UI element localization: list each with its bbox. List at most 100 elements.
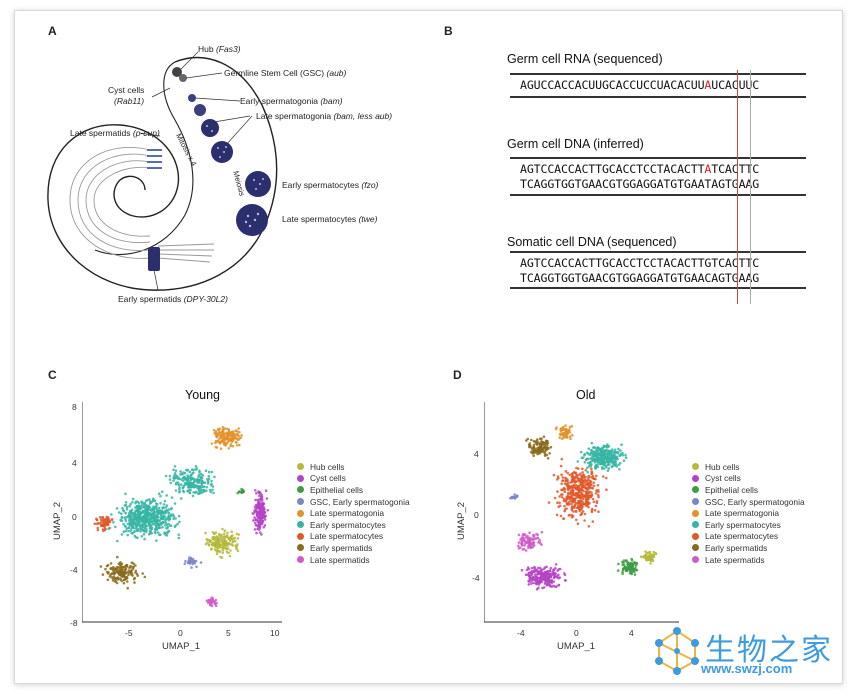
umap-point: [540, 437, 543, 441]
umap-point: [563, 490, 567, 494]
umap-point: [125, 563, 128, 567]
umap-point: [109, 562, 113, 565]
umap-point: [258, 525, 261, 529]
umap-point: [617, 447, 620, 451]
legend-swatch: [692, 498, 699, 506]
legend-label: Late spermatocytes: [705, 531, 779, 542]
umap-point: [235, 546, 238, 549]
umap-point: [588, 453, 592, 456]
umap-point: [107, 519, 111, 522]
umap-point: [253, 516, 256, 519]
umap-point: [101, 516, 105, 519]
umap-point: [213, 602, 217, 606]
umap-point: [120, 512, 123, 515]
umap-point: [131, 566, 135, 569]
umap-point: [220, 538, 224, 541]
umap-point: [521, 548, 524, 551]
umap-point: [519, 546, 522, 549]
umap-point: [573, 500, 576, 504]
umap-point: [619, 453, 622, 457]
somatic-strand-1: AGTCCACCACTTGCACCTCCTACACTTGTCACTTC: [520, 256, 760, 270]
umap-point: [110, 518, 114, 521]
umap-point: [534, 570, 538, 573]
umap-point: [225, 442, 228, 446]
umap-point: [626, 561, 630, 564]
umap-point: [133, 576, 137, 580]
umap-point: [567, 484, 570, 487]
umap-point: [194, 559, 198, 563]
umap-point: [545, 578, 548, 581]
umap-point: [215, 543, 218, 546]
umap-point: [154, 524, 158, 527]
umap-point: [552, 568, 556, 572]
old-ylabel: UMAP_2: [456, 501, 467, 540]
umap-point: [259, 496, 263, 500]
umap-point: [256, 498, 259, 502]
umap-point: [198, 473, 201, 477]
umap-point: [133, 534, 137, 538]
umap-point: [218, 540, 222, 543]
umap-point: [616, 457, 619, 461]
umap-point: [263, 511, 267, 514]
umap-point: [564, 499, 568, 503]
umap-point: [570, 475, 574, 479]
umap-point: [97, 522, 100, 525]
panel-letter-a: A: [48, 24, 57, 38]
umap-point: [112, 576, 115, 580]
umap-point: [654, 552, 658, 556]
rna-rule-top: [510, 73, 806, 75]
umap-point: [582, 473, 585, 477]
somatic-rule-bottom: [510, 287, 806, 289]
umap-point: [235, 444, 239, 447]
umap-point: [136, 529, 140, 532]
umap-point: [592, 481, 595, 484]
young-xlabel: UMAP_1: [162, 641, 201, 652]
somatic-strand-2: TCAGGTGGTGAACGTGGAGGATGTGAACAGTGAAG: [520, 271, 760, 285]
legend-swatch: [297, 532, 304, 540]
umap-point: [138, 525, 142, 529]
umap-point: [576, 522, 580, 525]
umap-point: [532, 581, 535, 585]
umap-point: [564, 579, 567, 582]
early-spermatogonia-label: Early spermatogonia (bam): [240, 96, 343, 106]
umap-point: [560, 473, 563, 476]
umap-point: [591, 486, 594, 490]
umap-point: [191, 482, 195, 485]
umap-point: [197, 479, 200, 482]
umap-point: [253, 528, 257, 531]
umap-point: [548, 584, 552, 587]
umap-point: [116, 555, 119, 559]
umap-point: [605, 456, 609, 460]
umap-point: [647, 555, 651, 559]
somatic-rule-top: [510, 251, 806, 253]
umap-point: [208, 488, 212, 492]
umap-point: [611, 464, 614, 468]
legend-item: Early spermatocytes: [692, 519, 805, 531]
umap-point: [603, 452, 607, 456]
umap-point: [540, 530, 544, 534]
umap-point: [191, 558, 195, 561]
umap-point: [579, 488, 583, 492]
umap-point: [596, 446, 599, 449]
young-ytick-n4: -4: [70, 565, 78, 575]
legend-swatch: [692, 556, 699, 564]
umap-point: [212, 535, 216, 539]
umap-point: [205, 485, 208, 489]
umap-point: [588, 475, 591, 478]
umap-point: [537, 566, 540, 570]
umap-point: [223, 529, 227, 532]
umap-point: [581, 497, 585, 501]
umap-point: [592, 477, 596, 480]
hub-label: Hub (Fas3): [198, 44, 241, 54]
umap-point: [569, 495, 573, 498]
umap-point: [543, 576, 547, 579]
umap-point: [570, 472, 574, 476]
umap-point: [139, 520, 143, 524]
umap-point: [162, 503, 166, 506]
umap-point: [154, 516, 157, 520]
umap-point: [559, 464, 563, 468]
umap-point: [184, 559, 187, 563]
umap-point: [155, 502, 158, 505]
legend-swatch: [692, 463, 699, 471]
umap-point: [537, 450, 540, 453]
